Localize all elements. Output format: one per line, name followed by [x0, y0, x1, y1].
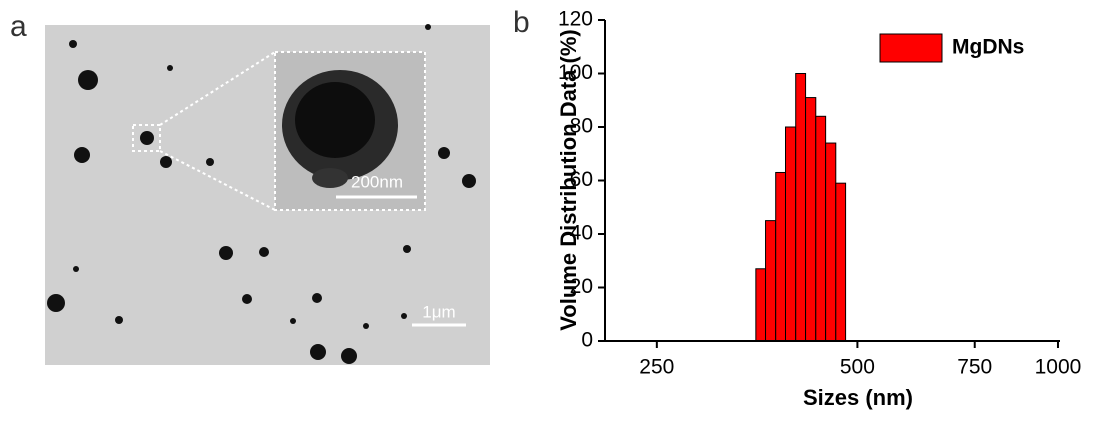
bar: [785, 126, 797, 342]
x-tick-label: 750: [957, 356, 992, 379]
panel-label: a: [10, 10, 27, 43]
bar: [825, 142, 837, 342]
x-tick-label: 1000: [1035, 356, 1082, 379]
x-axis-label: Sizes (nm): [803, 385, 913, 410]
panel-label: b: [513, 6, 530, 39]
y-tick-label: 120: [558, 8, 593, 31]
bar: [815, 115, 827, 342]
legend-swatch: [879, 33, 943, 63]
y-tick-label: 100: [558, 61, 593, 84]
bar: [835, 182, 847, 342]
y-tick-label: 60: [570, 168, 593, 191]
y-tick-label: 80: [570, 115, 593, 138]
y-tick-label: 20: [570, 275, 593, 298]
y-tick-label: 0: [581, 329, 593, 352]
x-tick-label: 250: [639, 356, 674, 379]
y-tick-label: 40: [570, 222, 593, 245]
tem-image: [45, 24, 490, 365]
y-axis-label: Volume Distribution Data (%): [556, 29, 581, 331]
scale-label: 1μm: [422, 302, 455, 321]
bar: [795, 73, 807, 342]
legend-label: MgDNs: [952, 36, 1024, 59]
bar: [755, 268, 767, 342]
x-tick-label: 500: [840, 356, 875, 379]
bar: [765, 220, 777, 342]
bar: [805, 97, 817, 342]
inset-scale-label: 200nm: [351, 172, 403, 191]
bar: [775, 171, 787, 342]
